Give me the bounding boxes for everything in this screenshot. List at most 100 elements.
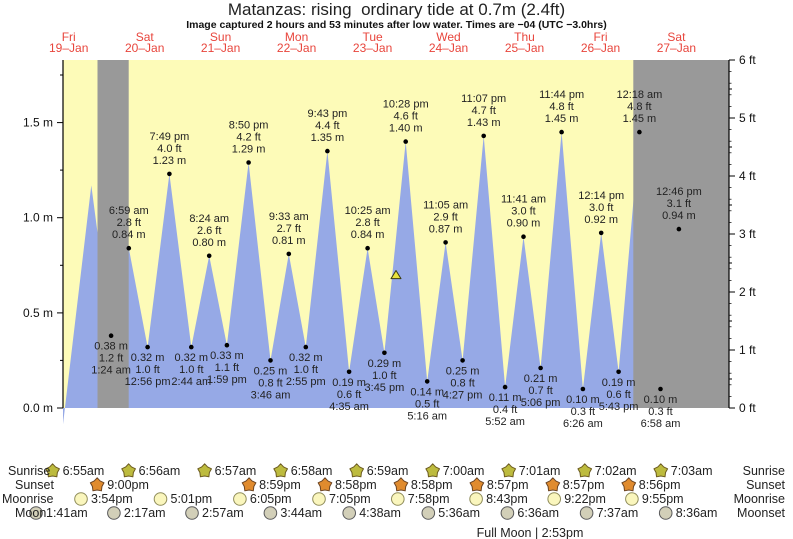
svg-text:4.8 ft: 4.8 ft [627,101,651,113]
svg-text:Moonset: Moonset [737,506,785,520]
svg-text:4.6 ft: 4.6 ft [393,111,417,123]
svg-text:2:55 pm: 2:55 pm [286,376,326,388]
svg-text:0.4 ft: 0.4 ft [493,404,517,416]
svg-text:24–Jan: 24–Jan [429,41,468,55]
svg-text:1 ft: 1 ft [739,343,756,357]
svg-text:5:43 pm: 5:43 pm [599,401,639,413]
svg-text:0.3 ft: 0.3 ft [571,406,595,418]
svg-text:4:35 am: 4:35 am [329,401,369,413]
svg-text:0.6 ft: 0.6 ft [606,389,630,401]
svg-text:6:55am: 6:55am [63,464,105,478]
svg-text:1:41am: 1:41am [46,506,88,520]
svg-text:Moonrise: Moonrise [734,492,785,506]
svg-text:6:59 am: 6:59 am [109,205,149,217]
svg-text:1.5 m: 1.5 m [23,116,53,130]
svg-text:0.90 m: 0.90 m [507,218,541,230]
svg-text:5 ft: 5 ft [739,111,756,125]
svg-text:3.1 ft: 3.1 ft [667,198,691,210]
svg-text:7:02am: 7:02am [595,464,637,478]
svg-text:Sunrise: Sunrise [743,464,785,478]
svg-text:0.7 ft: 0.7 ft [528,385,552,397]
svg-text:0.32 m: 0.32 m [289,352,323,364]
svg-text:0.19 m: 0.19 m [332,377,366,389]
svg-text:0.11 m: 0.11 m [489,392,522,404]
svg-text:4.8 ft: 4.8 ft [549,101,573,113]
svg-text:1.29 m: 1.29 m [232,144,266,156]
svg-text:3:44am: 3:44am [280,506,322,520]
svg-text:0.8 ft: 0.8 ft [450,377,474,389]
svg-text:0.10 m: 0.10 m [566,394,600,406]
svg-text:Sunset: Sunset [15,478,54,492]
svg-text:1:24 am: 1:24 am [91,365,131,377]
svg-text:3.0 ft: 3.0 ft [511,206,535,218]
svg-text:3:46 am: 3:46 am [251,389,291,401]
svg-text:8:36am: 8:36am [676,506,718,520]
svg-text:8:43pm: 8:43pm [486,492,528,506]
svg-text:4.4 ft: 4.4 ft [315,120,339,132]
svg-text:8:56pm: 8:56pm [639,478,681,492]
svg-text:1.0 ft: 1.0 ft [372,370,396,382]
svg-text:1:59 pm: 1:59 pm [207,374,247,386]
svg-text:6:57am: 6:57am [215,464,257,478]
svg-text:2:44 am: 2:44 am [171,376,211,388]
svg-text:6:26 am: 6:26 am [563,418,603,430]
svg-text:1.35 m: 1.35 m [311,132,345,144]
svg-text:Moonrise: Moonrise [2,492,53,506]
svg-text:0.5 ft: 0.5 ft [415,398,439,410]
svg-text:0.19 m: 0.19 m [602,377,636,389]
svg-text:6:59am: 6:59am [367,464,409,478]
svg-text:0.21 m: 0.21 m [524,373,558,385]
svg-text:6:36am: 6:36am [517,506,559,520]
svg-text:7:05pm: 7:05pm [329,492,371,506]
svg-text:9:33 am: 9:33 am [269,211,309,223]
svg-text:4:38am: 4:38am [359,506,401,520]
svg-text:1.45 m: 1.45 m [545,113,579,125]
svg-text:3.0 ft: 3.0 ft [589,202,613,214]
svg-text:12:18 am: 12:18 am [616,89,662,101]
svg-text:8:24 am: 8:24 am [189,213,229,225]
svg-text:7:03am: 7:03am [671,464,713,478]
svg-text:19–Jan: 19–Jan [49,41,88,55]
svg-text:Full Moon | 2:53pm: Full Moon | 2:53pm [477,526,584,539]
svg-text:1.45 m: 1.45 m [623,113,657,125]
svg-text:7:37am: 7:37am [597,506,639,520]
svg-text:10:25 am: 10:25 am [345,205,391,217]
svg-text:6 ft: 6 ft [739,53,756,67]
svg-text:23–Jan: 23–Jan [353,41,392,55]
svg-text:1.0 ft: 1.0 ft [179,364,203,376]
svg-text:0 ft: 0 ft [739,401,756,415]
svg-text:3:54pm: 3:54pm [91,492,133,506]
svg-text:4:27 pm: 4:27 pm [443,389,483,401]
svg-text:4.0 ft: 4.0 ft [157,143,181,155]
svg-text:11:07 pm: 11:07 pm [461,93,506,105]
svg-text:2.8 ft: 2.8 ft [355,217,379,229]
svg-text:Sunset: Sunset [746,478,785,492]
svg-text:8:50 pm: 8:50 pm [229,120,269,132]
svg-text:11:05 am: 11:05 am [423,199,468,211]
svg-text:6:58 am: 6:58 am [641,418,681,430]
svg-text:4 ft: 4 ft [739,169,756,183]
svg-text:2.9 ft: 2.9 ft [433,211,457,223]
svg-text:0.92 m: 0.92 m [584,214,618,226]
svg-text:5:01pm: 5:01pm [171,492,213,506]
svg-text:25–Jan: 25–Jan [505,41,544,55]
svg-text:1.0 ft: 1.0 ft [135,364,159,376]
svg-text:0.0 m: 0.0 m [23,401,53,415]
svg-text:3 ft: 3 ft [739,227,756,241]
svg-text:0.3 ft: 0.3 ft [648,406,672,418]
svg-text:1.23 m: 1.23 m [153,155,187,167]
svg-text:0.29 m: 0.29 m [368,358,402,370]
svg-text:0.10 m: 0.10 m [644,394,678,406]
svg-text:0.80 m: 0.80 m [192,237,226,249]
svg-text:5:16 am: 5:16 am [407,410,447,422]
svg-text:0.81 m: 0.81 m [272,235,306,247]
svg-text:6:56am: 6:56am [139,464,181,478]
svg-text:8:59pm: 8:59pm [259,478,301,492]
svg-text:7:01am: 7:01am [519,464,561,478]
svg-text:8:58pm: 8:58pm [411,478,453,492]
svg-text:4.7 ft: 4.7 ft [471,105,495,117]
svg-text:0.84 m: 0.84 m [351,229,385,241]
svg-text:1.2 ft: 1.2 ft [99,353,123,365]
svg-text:11:41 am: 11:41 am [501,194,546,206]
svg-text:1.43 m: 1.43 m [467,117,501,129]
